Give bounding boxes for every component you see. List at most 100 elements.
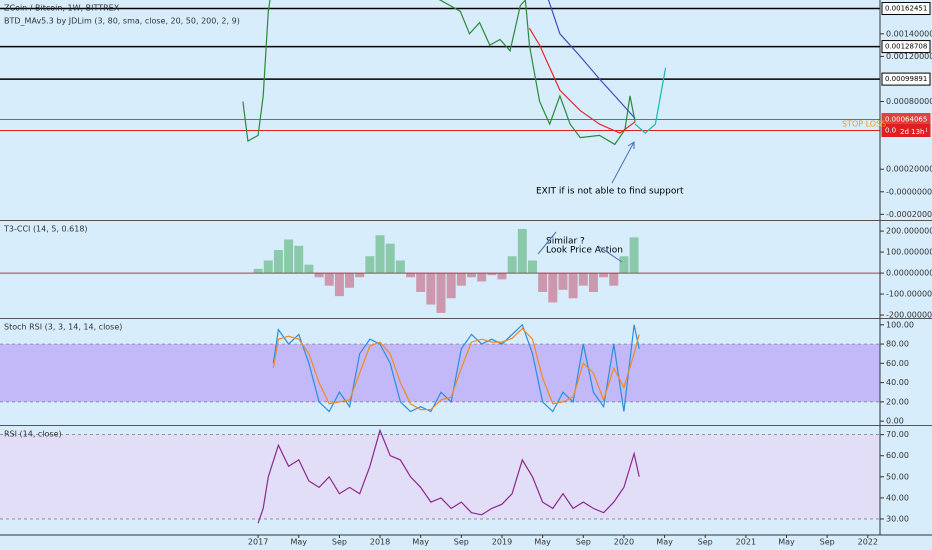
x-tick-label: May	[412, 538, 429, 547]
x-tick-label: Sep	[454, 538, 469, 547]
pane-subtitle: BTD_MAv5.3 by JDLim (3, 80, sma, close, …	[4, 17, 240, 26]
histogram-bar	[507, 256, 517, 274]
pane-title: Stoch RSI (3, 3, 14, 14, close)	[4, 323, 122, 332]
y-tick-label: 0.00020000	[886, 165, 932, 174]
level-tag	[881, 40, 931, 54]
arrow	[611, 141, 635, 184]
histogram-bar	[568, 273, 578, 299]
pane-title: T3-CCI (14, 5, 0.618)	[3, 225, 88, 234]
series-line	[634, 67, 667, 134]
y-tick-label: 0.00120000	[886, 52, 932, 61]
histogram-bar	[599, 273, 609, 278]
pane	[0, 428, 880, 524]
histogram-bar	[517, 228, 527, 274]
histogram-bar	[497, 273, 507, 280]
annotation: STOP LOSS	[842, 120, 886, 129]
x-tick-label: Sep	[698, 538, 713, 547]
annotation: 2d 13h	[900, 128, 924, 136]
countdown-tag	[896, 126, 926, 137]
x-tick-label: Sep	[576, 538, 591, 547]
histogram-bar	[527, 260, 537, 274]
y-tick-label: 50.00	[886, 472, 909, 481]
series-line	[528, 27, 636, 134]
histogram-bar	[609, 273, 619, 286]
histogram-bar	[446, 273, 456, 299]
series-line	[272, 327, 640, 411]
histogram-bar	[548, 273, 558, 303]
histogram-bar	[477, 273, 487, 282]
x-tick-label: 2020	[614, 538, 634, 547]
annotation: Similar ?	[546, 237, 585, 247]
level-tag	[881, 2, 931, 16]
y-tick-label: -0.00020000	[886, 210, 932, 219]
histogram-bar	[467, 273, 477, 278]
histogram-bar	[395, 260, 405, 274]
histogram-bar	[578, 273, 588, 286]
histogram-bar	[538, 273, 548, 292]
y-tick-label: 0.00	[886, 417, 904, 426]
y-tick-label: 0.00000000	[886, 269, 932, 278]
histogram-bar	[558, 273, 568, 290]
y-tick-label: -0.00000000	[886, 187, 932, 196]
x-tick-label: Sep	[820, 538, 835, 547]
histogram-bar	[436, 273, 446, 313]
histogram-bar	[426, 273, 436, 305]
histogram-bar	[263, 260, 273, 274]
histogram-bar	[406, 273, 416, 278]
band	[0, 344, 880, 402]
arrow	[537, 231, 623, 263]
y-tick-label: 0.00080000	[886, 97, 932, 106]
pane-title: ZCoin / Bitcoin, 1W, BITTREX	[4, 4, 120, 13]
x-tick-label: 2018	[370, 538, 390, 547]
histogram-bar	[253, 268, 263, 274]
band	[0, 434, 880, 519]
level-label: 0.00064065	[885, 116, 927, 124]
histogram-bar	[456, 273, 466, 286]
y-tick-label: 0.00140000	[886, 29, 932, 38]
histogram-bar	[619, 256, 629, 274]
x-tick-label: Sep	[332, 538, 347, 547]
histogram-bar	[273, 249, 283, 274]
level-label: 0.00162451	[885, 5, 927, 13]
annotation: EXIT if is not able to find support	[536, 187, 684, 197]
pane	[0, 228, 880, 313]
histogram-bar	[355, 273, 365, 278]
y-tick-label: 200.00000000	[886, 227, 932, 236]
y-tick-label: 30.00	[886, 514, 909, 523]
pane	[0, 0, 880, 146]
histogram-bar	[345, 273, 355, 288]
x-tick-label: May	[778, 538, 795, 547]
level-label: 0.00099891	[885, 75, 927, 83]
histogram-bar	[294, 245, 304, 274]
histogram-bar	[314, 273, 324, 278]
y-tick-label: 60.00	[886, 451, 909, 460]
histogram-bar	[487, 273, 497, 276]
x-tick-label: 2022	[858, 538, 878, 547]
y-tick-label: 70.00	[886, 430, 909, 439]
y-tick-label: 40.00	[886, 378, 909, 387]
pane	[0, 323, 880, 413]
y-tick-label: -200.00000000	[886, 311, 932, 320]
y-tick-label: 100.00	[886, 320, 914, 329]
series-line	[547, 0, 636, 119]
histogram-bar	[375, 235, 385, 274]
series-line	[257, 428, 640, 524]
y-tick-label: 20.00	[886, 397, 909, 406]
y-tick-label: -100.00000000	[886, 290, 932, 299]
x-tick-label: May	[534, 538, 551, 547]
x-tick-label: 2021	[736, 538, 756, 547]
y-tick-label: 80.00	[886, 340, 909, 349]
histogram-bar	[284, 239, 294, 274]
y-tick-label: 60.00	[886, 359, 909, 368]
histogram-bar	[334, 273, 344, 297]
level-tag	[881, 72, 931, 86]
histogram-bar	[416, 273, 426, 292]
histogram-bar	[365, 256, 375, 274]
histogram-bar	[588, 273, 598, 292]
pane-title: RSI (14, close)	[4, 430, 62, 439]
level-label: 0.00128708	[885, 43, 927, 51]
annotation: Look Price Action	[546, 246, 623, 256]
x-tick-label: May	[290, 538, 307, 547]
y-tick-label: 40.00	[886, 493, 909, 502]
